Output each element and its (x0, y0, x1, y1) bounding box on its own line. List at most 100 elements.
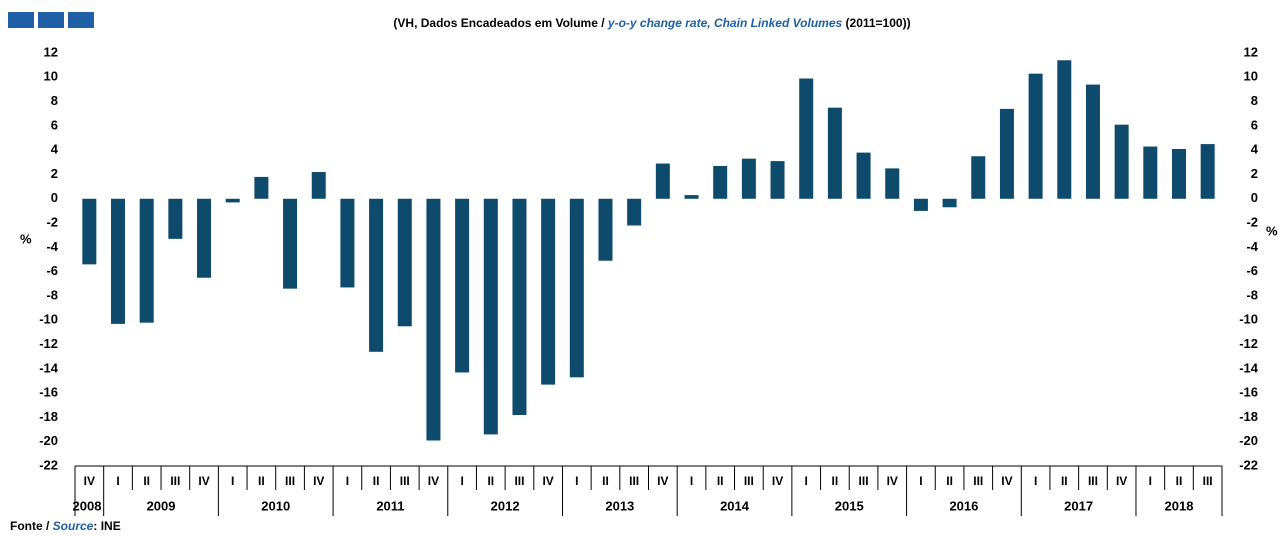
bar (770, 161, 785, 199)
bar (827, 107, 842, 199)
bar (655, 163, 670, 199)
x-tick-label: III (514, 474, 524, 488)
bar (340, 198, 355, 288)
y2-tick-label: 2 (1251, 166, 1258, 181)
x-tick-label: I (116, 474, 119, 488)
x-tick-label: IV (428, 474, 439, 488)
x-tick-label: IV (887, 474, 898, 488)
y-tick-label: 12 (44, 44, 58, 59)
y-tick-label: -6 (46, 263, 58, 278)
bar (999, 108, 1014, 199)
y2-tick-label: 8 (1251, 93, 1258, 108)
x-tick-label: II (717, 474, 724, 488)
x-tick-label: III (285, 474, 295, 488)
y-tick-label: 6 (51, 117, 58, 132)
bar (283, 198, 298, 289)
bar (311, 172, 326, 199)
x-tick-label: II (602, 474, 609, 488)
year-label: 2012 (491, 498, 520, 513)
y2-tick-label: -18 (1239, 409, 1258, 424)
bar (111, 198, 126, 324)
y2-tick-label: 12 (1244, 44, 1258, 59)
y-tick-label: 4 (51, 142, 59, 157)
y-tick-label: -14 (39, 360, 59, 375)
bar (799, 78, 814, 199)
x-tick-label: II (1061, 474, 1068, 488)
bar (971, 156, 986, 199)
x-tick-label: IV (772, 474, 783, 488)
year-label: 2014 (720, 498, 750, 513)
bar (541, 198, 556, 385)
x-tick-label: IV (1001, 474, 1012, 488)
y-tick-label: -2 (46, 214, 58, 229)
bar (885, 168, 900, 199)
year-label: 2009 (147, 498, 176, 513)
y2-tick-label: 10 (1244, 69, 1258, 84)
y2-tick-label: -12 (1239, 336, 1258, 351)
bar (225, 198, 240, 203)
source: Fonte / Source: INE (10, 519, 121, 533)
bar (1143, 146, 1158, 199)
bar (627, 198, 642, 226)
bar (426, 198, 441, 441)
y-tick-label: -16 (39, 385, 58, 400)
bar (254, 176, 269, 199)
year-label: 2016 (949, 498, 978, 513)
x-tick-label: IV (1116, 474, 1127, 488)
bar (139, 198, 154, 323)
x-tick-label: I (231, 474, 234, 488)
x-tick-label: II (373, 474, 380, 488)
year-label: 2011 (376, 498, 404, 513)
x-tick-label: IV (198, 474, 209, 488)
x-tick-label: III (400, 474, 410, 488)
y2-tick-label: -16 (1239, 385, 1258, 400)
y-axis-label: % (20, 231, 32, 246)
y-tick-label: 2 (51, 166, 58, 181)
y-tick-label: 8 (51, 93, 58, 108)
x-tick-label: II (1176, 474, 1183, 488)
y-tick-label: 10 (44, 69, 58, 84)
year-label: 2015 (835, 498, 864, 513)
bar (1114, 124, 1129, 199)
bar (397, 198, 412, 327)
y2-tick-label: 6 (1251, 117, 1258, 132)
bar (1171, 148, 1186, 199)
y-tick-label: -18 (39, 409, 58, 424)
x-tick-label: I (805, 474, 808, 488)
source-part: Source (53, 519, 94, 533)
y2-tick-label: -8 (1246, 287, 1258, 302)
logo-block (38, 12, 64, 28)
bar (942, 198, 957, 208)
x-tick-label: I (690, 474, 693, 488)
y-tick-label: -8 (46, 287, 58, 302)
bar (168, 198, 183, 239)
y2-tick-label: -6 (1246, 263, 1258, 278)
x-tick-label: III (170, 474, 180, 488)
y2-tick-label: -10 (1239, 312, 1258, 327)
x-tick-label: I (1149, 474, 1152, 488)
bar (1085, 84, 1100, 199)
x-tick-label: I (575, 474, 578, 488)
x-tick-label: I (1034, 474, 1037, 488)
bar (1200, 144, 1215, 199)
logo-block (8, 12, 34, 28)
bar (1057, 60, 1072, 199)
y2-tick-label: -20 (1239, 433, 1258, 448)
x-tick-label: I (919, 474, 922, 488)
title-part: (2011=100)) (842, 16, 910, 30)
x-tick-label: I (460, 474, 463, 488)
bar (741, 158, 756, 199)
bar (1028, 73, 1043, 199)
y-tick-label: -20 (39, 433, 58, 448)
year-label: 2008 (73, 498, 102, 513)
y-axis-label: % (1266, 223, 1278, 238)
x-tick-label: IV (313, 474, 324, 488)
year-label: 2017 (1064, 498, 1093, 513)
title-part: (VH, Dados Encadeados em Volume / (393, 16, 608, 30)
bar (713, 165, 728, 199)
bar (856, 152, 871, 199)
bar (483, 198, 498, 435)
y2-tick-label: -14 (1239, 360, 1259, 375)
bar (512, 198, 527, 415)
